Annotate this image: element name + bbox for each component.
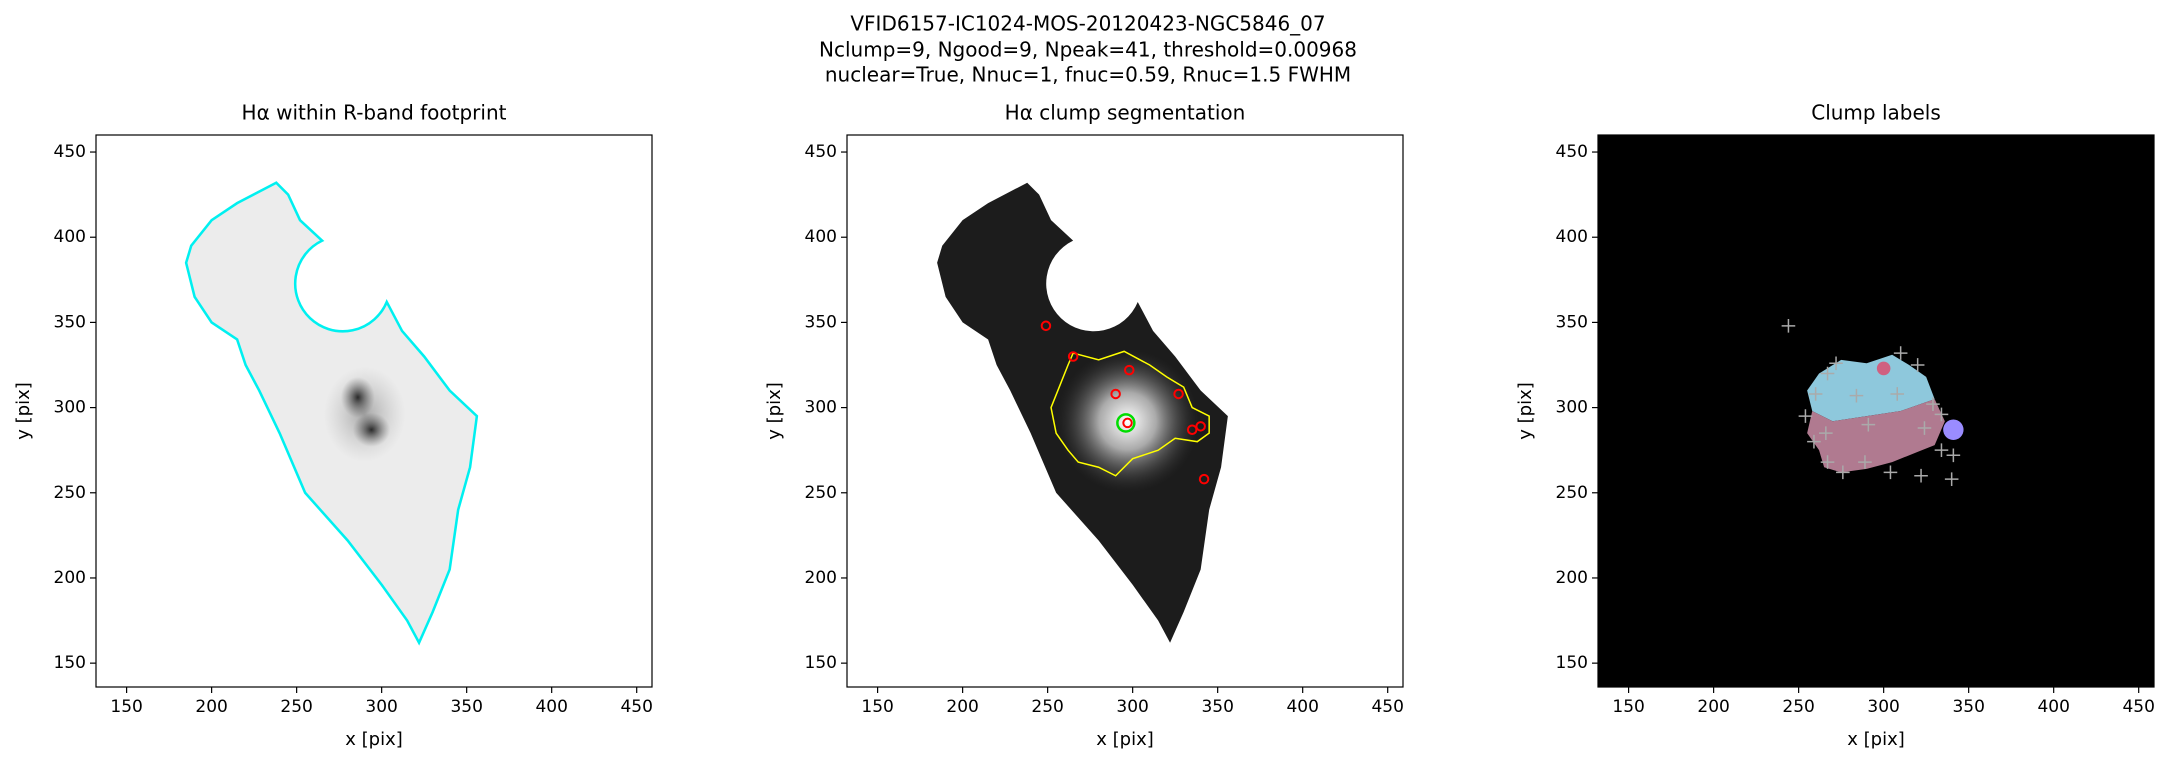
y-tick-label: 150: [805, 653, 837, 673]
x-axis-label: x [pix]: [1096, 729, 1154, 750]
image-layer: [1782, 319, 1964, 486]
x-tick-label: 350: [1952, 697, 1984, 717]
x-axis-label: x [pix]: [345, 729, 403, 750]
suptitle-line: nuclear=True, Nnuc=1, fnuc=0.59, Rnuc=1.…: [825, 63, 1351, 87]
image: [184, 181, 479, 644]
x-tick-label: 300: [1867, 697, 1899, 717]
y-tick-label: 450: [805, 142, 837, 162]
x-tick-label: 200: [1697, 697, 1729, 717]
axes-title: Hα within R-band footprint: [242, 101, 507, 125]
y-axis-label: y [pix]: [1515, 382, 1536, 440]
x-axis-label: x [pix]: [1847, 729, 1905, 750]
y-tick-label: 250: [805, 483, 837, 503]
y-tick-label: 300: [805, 398, 837, 418]
image-layer: [937, 182, 1228, 643]
axes-frame: [95, 134, 653, 688]
x-tick-label: 300: [1116, 697, 1148, 717]
x-tick-label: 400: [1286, 697, 1318, 717]
image: [1782, 319, 1964, 486]
y-tick-label: 150: [54, 653, 86, 673]
y-tick-label: 200: [1556, 568, 1588, 588]
x-tick-label: 450: [620, 697, 652, 717]
x-tick-label: 450: [2122, 697, 2154, 717]
axes-title: Hα clump segmentation: [1005, 101, 1246, 125]
y-tick-label: 200: [805, 568, 837, 588]
y-tick-label: 400: [805, 227, 837, 247]
y-axis-label: y [pix]: [13, 382, 34, 440]
y-tick-label: 350: [805, 312, 837, 332]
y-tick-label: 300: [54, 398, 86, 418]
axes-frame: [846, 134, 1404, 688]
y-tick-label: 250: [1556, 483, 1588, 503]
image: [937, 182, 1228, 643]
y-tick-label: 200: [54, 568, 86, 588]
x-tick-label: 200: [195, 697, 227, 717]
x-tick-label: 350: [1201, 697, 1233, 717]
x-tick-label: 450: [1371, 697, 1403, 717]
x-tick-label: 350: [450, 697, 482, 717]
y-tick-label: 250: [54, 483, 86, 503]
x-tick-label: 150: [110, 697, 142, 717]
y-tick-label: 450: [54, 142, 86, 162]
suptitle-line: Nclump=9, Ngood=9, Npeak=41, threshold=0…: [819, 38, 1357, 62]
x-tick-label: 200: [946, 697, 978, 717]
x-tick-label: 300: [365, 697, 397, 717]
x-tick-label: 400: [535, 697, 567, 717]
x-tick-label: 150: [861, 697, 893, 717]
y-tick-label: 400: [1556, 227, 1588, 247]
x-tick-label: 150: [1612, 697, 1644, 717]
x-tick-label: 250: [1031, 697, 1063, 717]
y-tick-label: 450: [1556, 142, 1588, 162]
y-tick-label: 300: [1556, 398, 1588, 418]
x-tick-label: 400: [2037, 697, 2069, 717]
x-tick-label: 250: [1782, 697, 1814, 717]
y-tick-label: 400: [54, 227, 86, 247]
y-tick-label: 150: [1556, 653, 1588, 673]
x-tick-label: 250: [280, 697, 312, 717]
y-axis-label: y [pix]: [764, 382, 785, 440]
axes-frame: [1597, 134, 2155, 688]
y-tick-label: 350: [54, 312, 86, 332]
suptitle-line: VFID6157-IC1024-MOS-20120423-NGC5846_07: [850, 12, 1325, 36]
axes-title: Clump labels: [1811, 101, 1941, 125]
y-tick-label: 350: [1556, 312, 1588, 332]
image-layer: [184, 181, 479, 644]
